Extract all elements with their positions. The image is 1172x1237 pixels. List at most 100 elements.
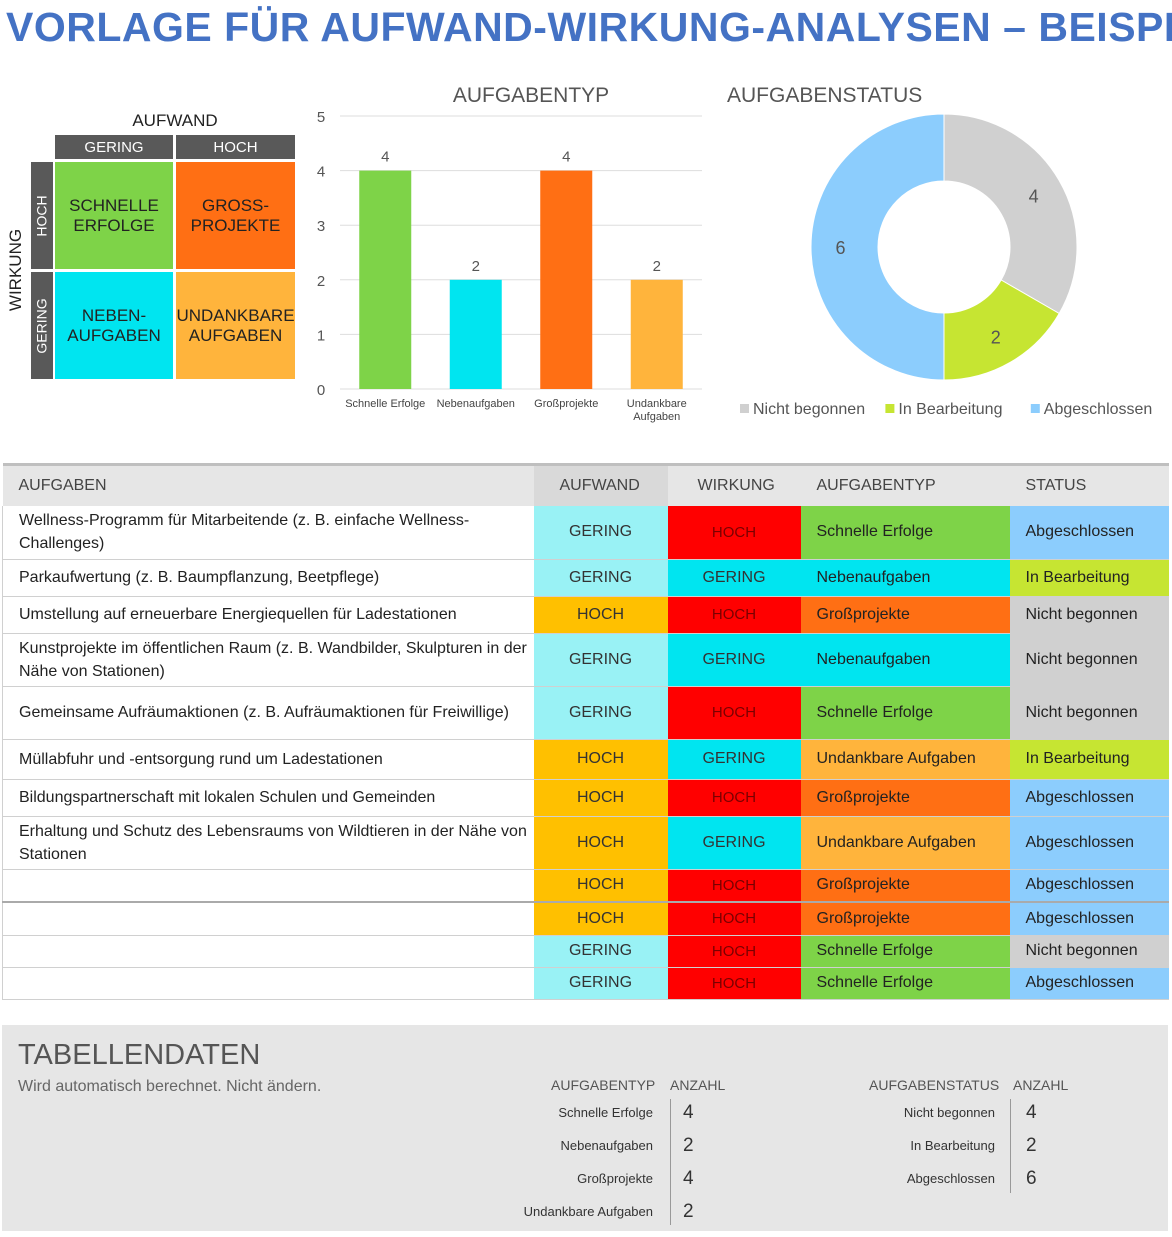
table-row: Umstellung auf erneuerbare Energiequelle… [2, 596, 1169, 634]
bar-chart-title: AUFGABENTYP [453, 84, 609, 107]
table-row: GERING HOCH Schnelle Erfolge Abgeschlossen [2, 967, 1169, 1000]
cell-task [2, 869, 534, 903]
cell-effort: HOCH [533, 869, 668, 903]
x-tick-label: Schnelle Erfolge [345, 398, 425, 410]
table-row: Parkaufwertung (z. B. Baumpflanzung, Bee… [2, 559, 1169, 597]
cell-task [2, 902, 534, 936]
bar-value-label: 2 [472, 258, 480, 275]
cell-type: Undankbare Aufgaben [800, 739, 1010, 780]
legend-swatch [1030, 404, 1040, 413]
donut-value-label: 2 [991, 328, 1001, 348]
header-tasks: AUFGABEN [2, 463, 534, 506]
bar-value-label: 4 [381, 149, 389, 166]
x-tick-label: Aufgaben [633, 411, 680, 423]
cell-impact: HOCH [667, 902, 801, 936]
cell-impact: GERING [667, 739, 801, 780]
data-section-subtitle: Wird automatisch berechnet. Nicht ändern… [18, 1078, 322, 1095]
type-summary-count: 2 [683, 1201, 694, 1222]
cell-type: Undankbare Aufgaben [800, 816, 1010, 870]
header-effort: AUFWAND [533, 463, 668, 506]
cell-task: Umstellung auf erneuerbare Energiequelle… [2, 596, 534, 634]
cell-task: Müllabfuhr und -entsorgung rund um Lades… [2, 739, 534, 780]
bar-value-label: 4 [562, 149, 570, 166]
matrix-row-high-label: HOCH [34, 194, 51, 237]
status-summary-count: 4 [1026, 1102, 1037, 1123]
cell-task: Wellness-Programm für Mitarbeitende (z. … [2, 506, 534, 560]
cell-task: Kunstprojekte im öffentlichen Raum (z. B… [2, 633, 534, 687]
quadrant-line: GROSS- [201, 195, 270, 215]
cell-type: Großprojekte [800, 596, 1010, 634]
cell-status: Nicht begonnen [1009, 633, 1169, 687]
cell-type: Schnelle Erfolge [800, 967, 1010, 1000]
legend-label: In Bearbeitung [898, 401, 1002, 418]
bar [449, 279, 502, 389]
cell-status: Nicht begonnen [1009, 686, 1169, 740]
y-tick-label: 2 [317, 273, 325, 290]
cell-type: Schnelle Erfolge [800, 506, 1010, 560]
cell-effort: HOCH [533, 902, 668, 936]
quadrant-line: AUFGABEN [188, 325, 283, 345]
type-summary-label: Großprojekte [577, 1171, 653, 1186]
x-tick-label: Großprojekte [534, 398, 598, 410]
y-tick-label: 1 [317, 327, 325, 344]
type-summary-count: 4 [683, 1102, 694, 1123]
donut-value-label: 6 [835, 238, 845, 258]
bar [359, 170, 412, 389]
data-section-title: TABELLENDATEN [18, 1039, 261, 1071]
cell-effort: GERING [533, 506, 668, 560]
cell-status: In Bearbeitung [1009, 559, 1169, 597]
cell-status: Abgeschlossen [1009, 967, 1169, 1000]
cell-effort: GERING [533, 686, 668, 740]
cell-type: Großprojekte [800, 902, 1010, 936]
cell-effort: GERING [533, 967, 668, 1000]
cell-impact: HOCH [667, 779, 801, 817]
table-row: HOCH HOCH Großprojekte Abgeschlossen [2, 869, 1169, 903]
cell-status: In Bearbeitung [1009, 739, 1169, 780]
type-count-header: ANZAHL [670, 1077, 726, 1093]
task-status-donut-chart: AUFGABENSTATUS 4 2 6 Nicht begonnen In Bearbe… [727, 84, 1153, 418]
bar-value-label: 2 [653, 258, 661, 275]
donut-slice [810, 113, 945, 381]
table-row: HOCH HOCH Großprojekte Abgeschlossen [2, 902, 1169, 936]
quadrant-line: ERFOLGE [73, 215, 155, 235]
quadrant-line: PROJEKTE [190, 215, 281, 235]
cell-effort: HOCH [533, 739, 668, 780]
type-summary-label: Undankbare Aufgaben [523, 1204, 653, 1219]
cell-type: Nebenaufgaben [800, 559, 1010, 597]
header-impact: WIRKUNG [667, 463, 801, 506]
table-row: Kunstprojekte im öffentlichen Raum (z. B… [2, 633, 1169, 687]
status-summary-count: 6 [1026, 1168, 1037, 1189]
y-tick-label: 5 [317, 109, 325, 126]
cell-effort: HOCH [533, 816, 668, 870]
cell-status: Nicht begonnen [1009, 935, 1169, 968]
header-type: AUFGABENTYP [800, 463, 1010, 506]
status-summary-header: AUFGABENSTATUS [869, 1077, 1000, 1093]
cell-effort: GERING [533, 559, 668, 597]
cell-impact: HOCH [667, 686, 801, 740]
type-summary-count: 4 [683, 1168, 694, 1189]
y-tick-label: 4 [317, 164, 325, 181]
quadrant-line: SCHNELLE [69, 195, 159, 215]
cell-impact: GERING [667, 633, 801, 687]
donut-slice [943, 113, 1078, 315]
cell-status: Abgeschlossen [1009, 506, 1169, 560]
cell-status: Abgeschlossen [1009, 779, 1169, 817]
cell-task [2, 967, 534, 1000]
quadrant-line: AUFGABEN [67, 325, 161, 345]
type-divider [670, 1099, 671, 1225]
cell-task: Erhaltung und Schutz des Lebensraums von… [2, 816, 534, 870]
legend-label: Abgeschlossen [1044, 401, 1153, 418]
cell-type: Nebenaufgaben [800, 633, 1010, 687]
matrix-x-label: AUFWAND [132, 111, 218, 130]
type-summary-label: Schnelle Erfolge [558, 1105, 653, 1120]
status-summary-label: In Bearbeitung [910, 1138, 995, 1153]
donut-value-label: 4 [1029, 186, 1039, 206]
quadrant-quick-wins: SCHNELLE ERFOLGE [55, 162, 173, 269]
cell-type: Großprojekte [800, 869, 1010, 903]
quadrant-thankless: UNDANKBARE AUFGABEN [176, 272, 295, 379]
cell-status: Nicht begonnen [1009, 596, 1169, 634]
donut-chart-title: AUFGABENSTATUS [727, 84, 922, 107]
type-summary-label: Nebenaufgaben [560, 1138, 653, 1153]
status-count-header: ANZAHL [1013, 1077, 1069, 1093]
cell-effort: GERING [533, 935, 668, 968]
